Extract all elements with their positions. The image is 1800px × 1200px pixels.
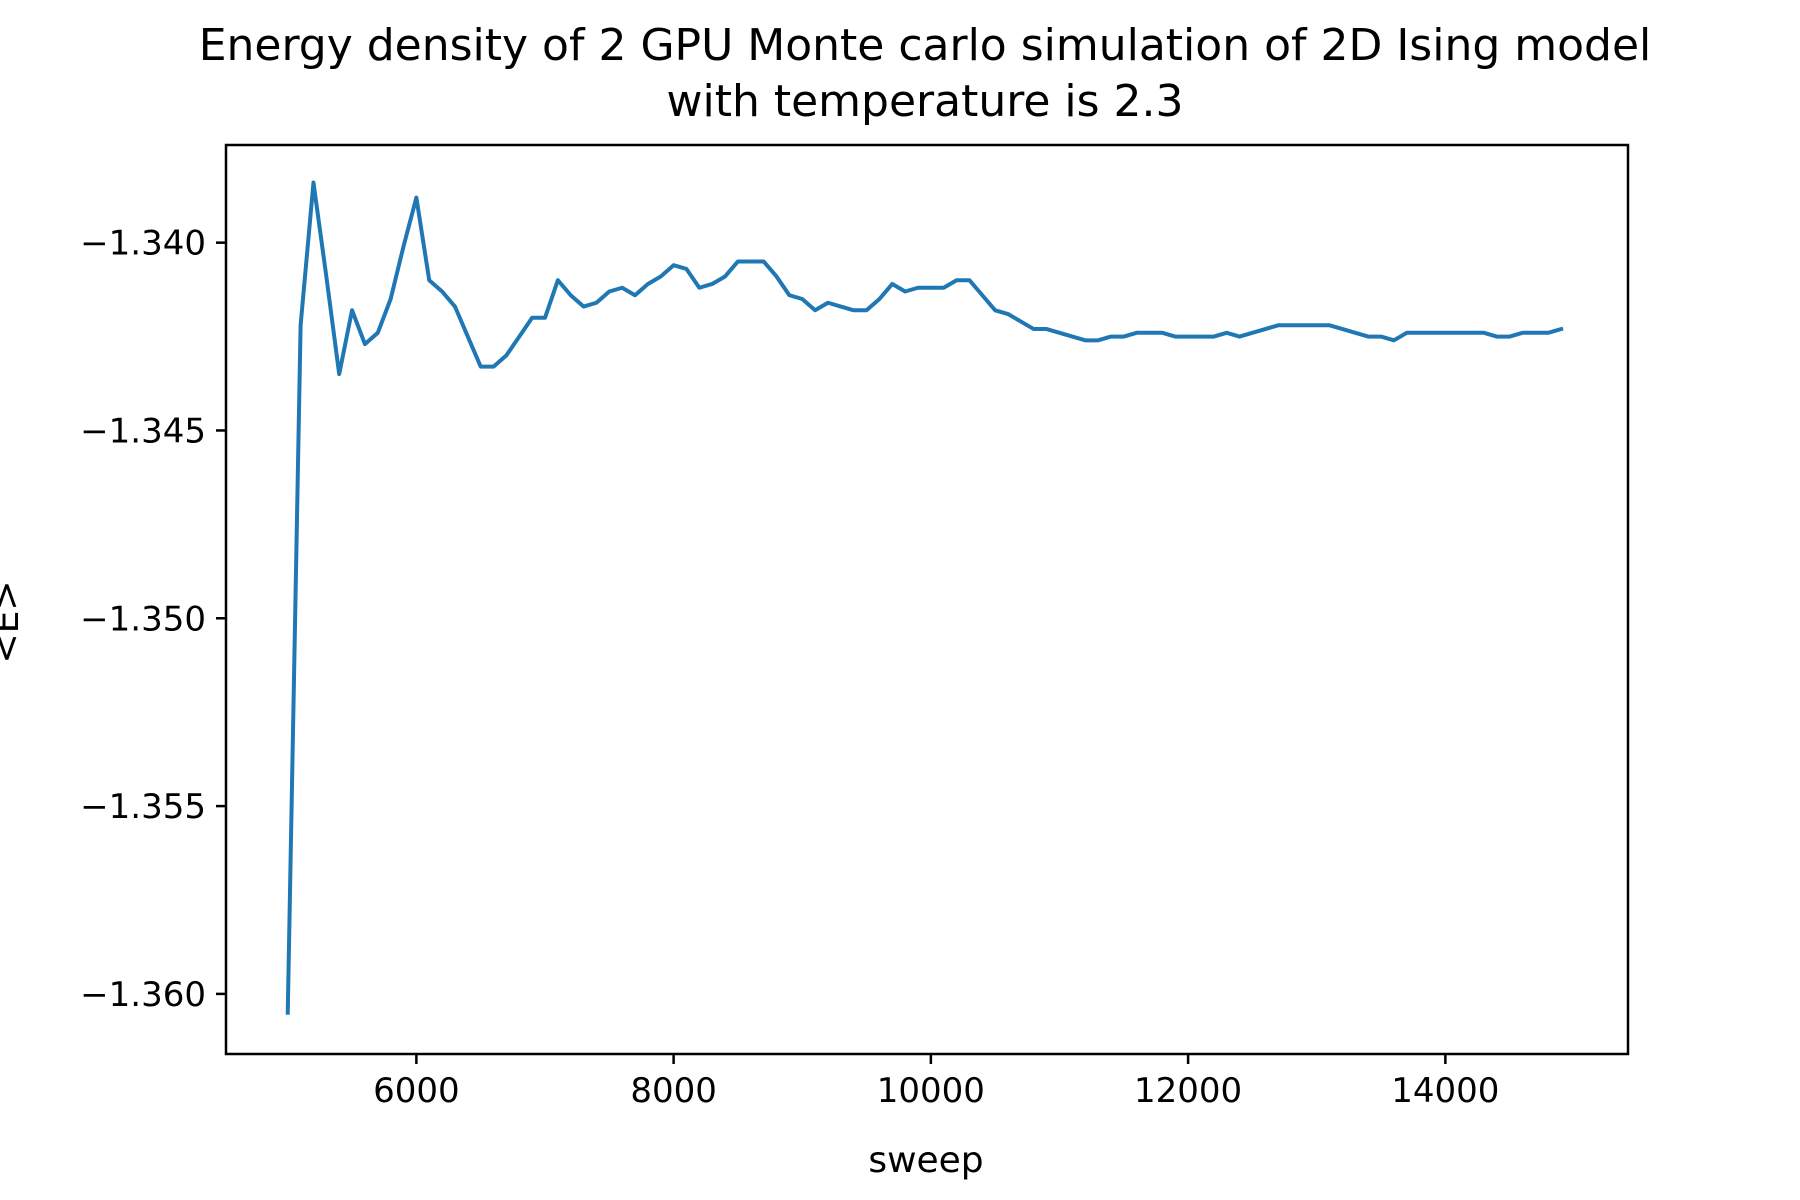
chart-title: Energy density of 2 GPU Monte carlo simu…: [199, 20, 1652, 127]
y-tick-label: −1.340: [80, 224, 206, 264]
y-axis-label: <E>: [0, 580, 27, 663]
chart-title-line-2: with temperature is 2.3: [667, 76, 1184, 127]
series-layer: [285, 180, 1564, 1015]
x-tick-label: 14000: [1391, 1071, 1499, 1111]
plot-frame: [224, 143, 1630, 1056]
x-axis: 6000 8000 10000 12000 14000: [373, 1054, 1499, 1111]
y-tick-label: −1.360: [80, 975, 206, 1015]
x-axis-label: sweep: [868, 1140, 983, 1181]
x-tick-label: 10000: [877, 1071, 985, 1111]
y-axis: −1.340 −1.345 −1.350 −1.355 −1.360: [80, 224, 226, 1015]
y-tick-label: −1.345: [80, 411, 206, 451]
plot-area: [224, 143, 1630, 1056]
x-tick-label: 6000: [373, 1071, 460, 1111]
x-tick-label: 12000: [1134, 1071, 1242, 1111]
chart-title-line-1: Energy density of 2 GPU Monte carlo simu…: [199, 20, 1652, 71]
x-tick-label: 8000: [630, 1071, 717, 1111]
y-tick-label: −1.350: [80, 599, 206, 639]
y-tick-label: −1.355: [80, 787, 206, 827]
series-line-0: [285, 180, 1564, 1015]
